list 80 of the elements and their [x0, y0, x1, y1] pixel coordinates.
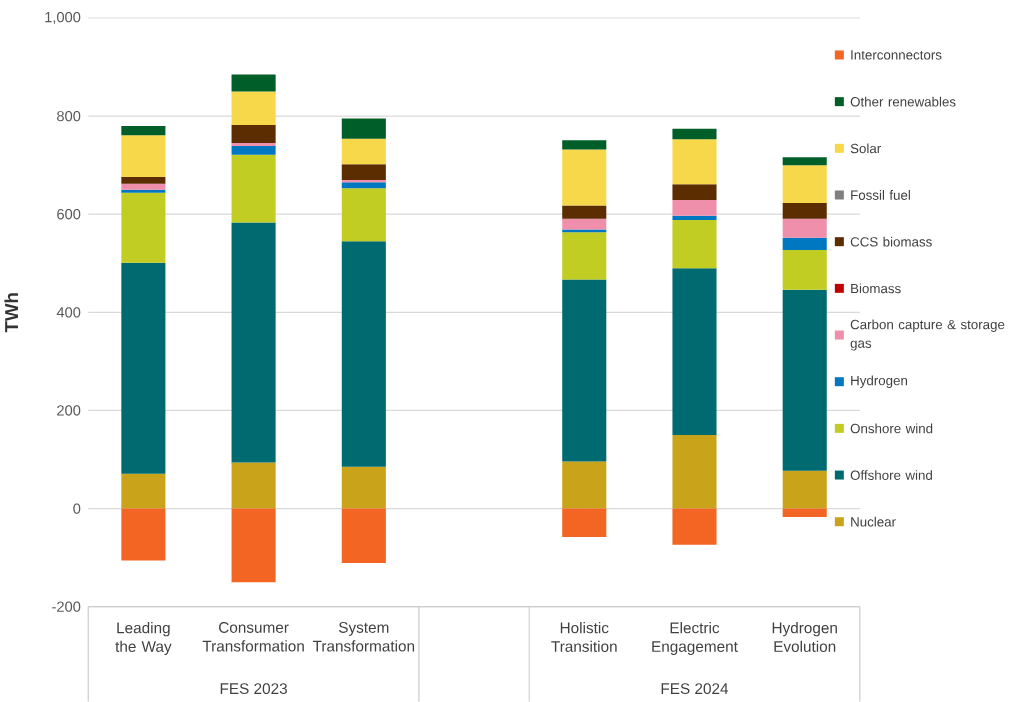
- bar: [782, 218, 827, 238]
- bar: [782, 157, 827, 166]
- bar: [231, 142, 276, 146]
- legend-label: Carbon capture & storage gas: [850, 319, 1005, 351]
- bar: [231, 145, 276, 155]
- bar: [672, 220, 717, 269]
- bar: [341, 188, 386, 242]
- bar: [121, 125, 166, 136]
- bar: [782, 249, 827, 290]
- bar: [562, 461, 607, 509]
- y-tick-label: 600: [57, 208, 81, 220]
- bar: [562, 149, 607, 206]
- bar: [672, 139, 717, 185]
- legend-label: Nuclear: [851, 516, 896, 527]
- bar: [672, 508, 717, 545]
- legend-label: Fossil fuel: [851, 190, 910, 200]
- bar: [121, 262, 166, 474]
- bar: [562, 218, 607, 230]
- bar: [782, 202, 827, 219]
- bar: [672, 128, 717, 140]
- x-tick-label: Leading the Way: [115, 621, 172, 655]
- bar: [231, 124, 276, 143]
- bar: [672, 434, 717, 509]
- legend-label: Offshore wind: [850, 470, 932, 480]
- bar: [782, 289, 827, 471]
- x-tick-label: Consumer Transformation: [202, 621, 304, 652]
- bar: [231, 462, 276, 509]
- bar: [341, 241, 386, 467]
- x-tick-label: Hydrogen Evolution: [772, 621, 837, 652]
- x-tick-label: Electric Engagement: [652, 621, 738, 655]
- legend-label: Interconnectors: [851, 50, 942, 60]
- bar: [341, 182, 386, 189]
- bar: [672, 199, 717, 216]
- legend-label: CCS biomass: [850, 236, 932, 247]
- bar: [121, 508, 166, 561]
- bar: [231, 222, 276, 463]
- bar: [341, 138, 386, 165]
- bar: [121, 183, 166, 190]
- bar: [341, 466, 386, 509]
- bar: [782, 237, 827, 250]
- legend-label: Onshore wind: [850, 423, 933, 434]
- bar: [672, 268, 717, 435]
- bar: [121, 176, 166, 184]
- bar: [562, 508, 607, 537]
- bar: [231, 154, 276, 223]
- legend-label: Other renewables: [850, 96, 956, 107]
- bar: [782, 165, 827, 203]
- text: FES 2023: [220, 683, 287, 694]
- bar: [121, 192, 166, 263]
- bar: [231, 74, 276, 92]
- y-tick-label: 800: [57, 110, 81, 122]
- bar: [562, 205, 607, 219]
- x-tick-label: Holistic Transition: [551, 621, 617, 652]
- bar: [341, 508, 386, 563]
- y-axis-title: TWh: [4, 293, 18, 333]
- legend-label: Solar: [850, 143, 881, 154]
- bar: [562, 279, 607, 462]
- bar: [672, 215, 717, 221]
- y-tick-label: -200: [52, 601, 81, 612]
- bar: [782, 508, 827, 517]
- bar: [562, 140, 607, 150]
- bar: [121, 135, 166, 177]
- y-tick-label: 1,000: [45, 11, 81, 24]
- bar: [341, 118, 386, 139]
- bar: [562, 229, 607, 233]
- bar: [672, 184, 717, 200]
- y-tick-label: 0: [73, 503, 81, 514]
- bar: [231, 508, 276, 583]
- bar: [121, 473, 166, 509]
- bar: [782, 470, 827, 509]
- y-tick-label: 400: [56, 307, 81, 318]
- legend-label: Biomass: [851, 283, 901, 294]
- bar: [121, 189, 166, 193]
- text: FES 2024: [661, 683, 729, 694]
- bar: [231, 91, 276, 125]
- legend-label: Hydrogen: [851, 375, 908, 388]
- bar: [341, 164, 386, 180]
- y-tick-label: 200: [57, 405, 81, 416]
- bar: [562, 232, 607, 280]
- x-tick-label: System Transformation: [312, 621, 415, 652]
